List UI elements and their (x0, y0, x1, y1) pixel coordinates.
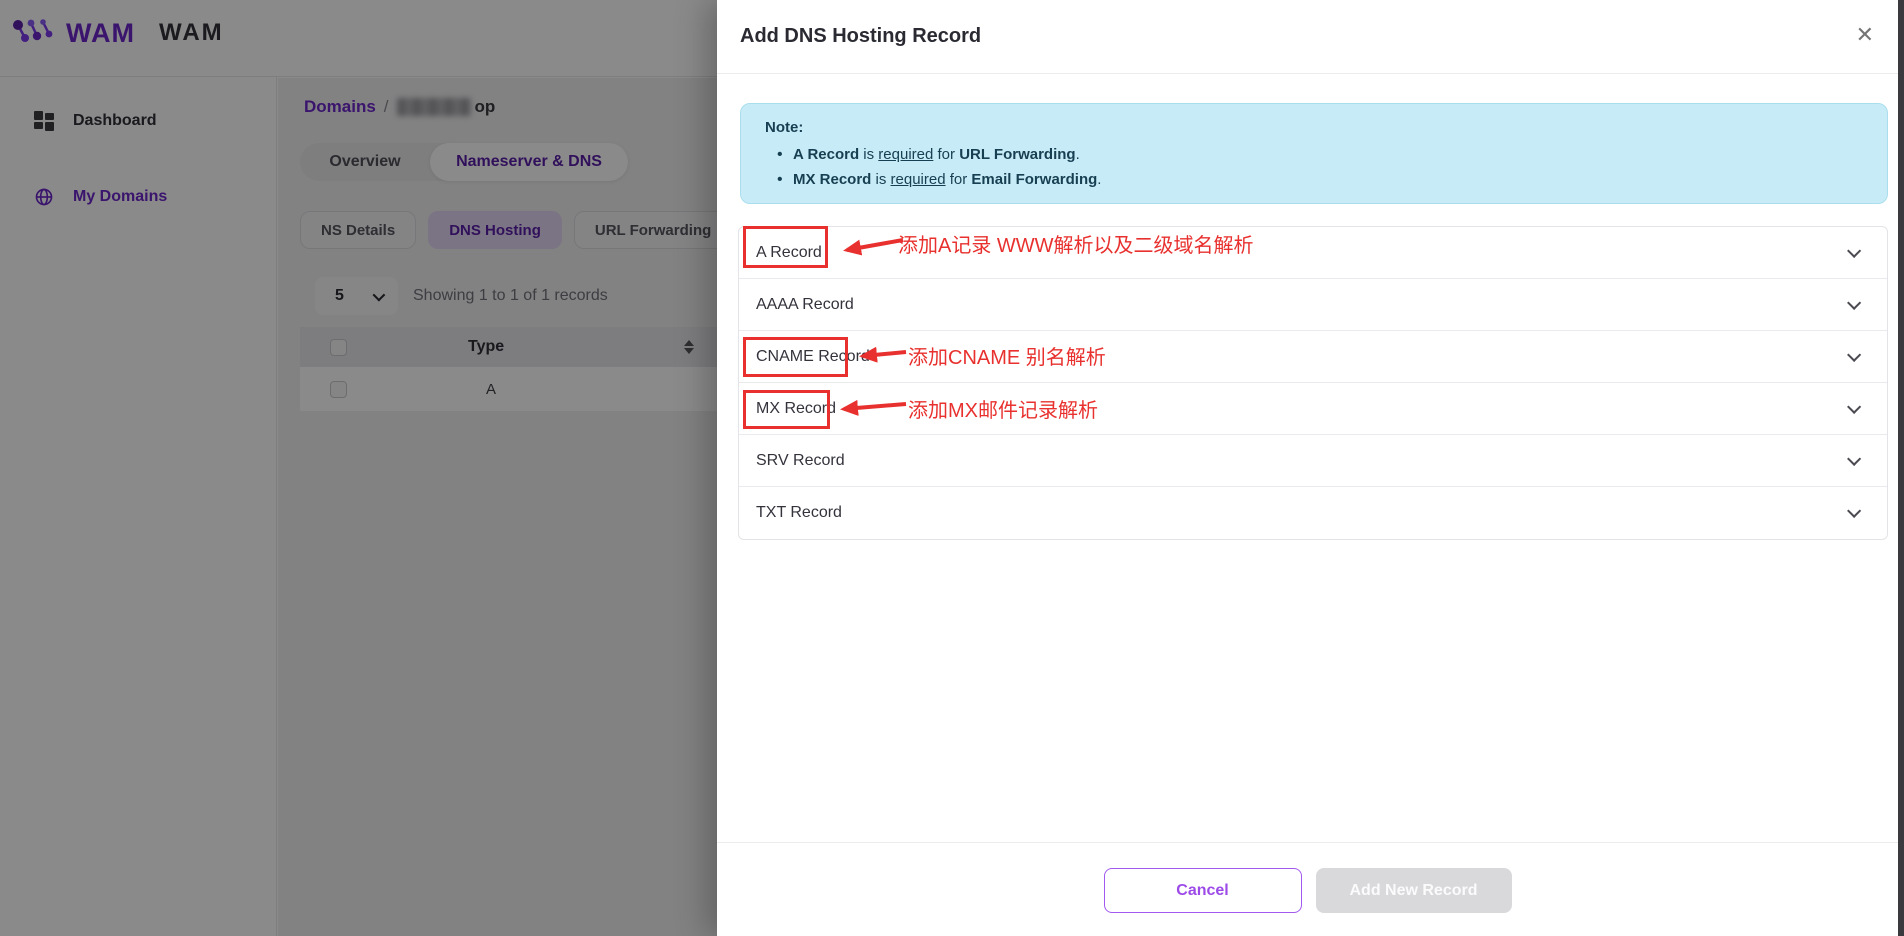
tab-nameserver-dns[interactable]: Nameserver & DNS (430, 143, 628, 181)
record-type-accordion: A Record AAAA Record CNAME Record MX Rec… (738, 226, 1888, 540)
note-text: . (1075, 146, 1080, 163)
annotation-text-mx-record: 添加MX邮件记录解析 (908, 400, 1098, 422)
add-dns-record-modal: Add DNS Hosting Record ✕ Note: A Record … (717, 0, 1904, 936)
note-bold: URL Forwarding (959, 146, 1076, 163)
scrollbar-track[interactable] (1898, 0, 1904, 936)
logo-text: WAM (66, 17, 135, 48)
chevron-down-icon (1847, 399, 1862, 414)
accordion-label: A Record (756, 243, 822, 261)
breadcrumb-separator: / (383, 97, 389, 116)
accordion-label: AAAA Record (756, 295, 854, 313)
app-title: WAM (158, 19, 224, 46)
accordion-item-txt-record[interactable]: TXT Record (739, 487, 1887, 539)
breadcrumb: Domains / op (304, 97, 495, 117)
tab-overview[interactable]: Overview (329, 153, 401, 170)
note-box: Note: A Record is required for URL Forwa… (740, 103, 1888, 204)
row-checkbox[interactable] (330, 380, 347, 398)
sidebar: Dashboard My Domains < (0, 77, 277, 936)
chevron-down-icon (1847, 295, 1862, 310)
accordion-label: SRV Record (756, 451, 845, 469)
accordion-label: TXT Record (756, 504, 842, 521)
wam-logo-icon (13, 19, 53, 42)
accordion-label: MX Record (756, 399, 837, 417)
column-header-type: Type (468, 338, 505, 355)
chevron-down-icon (1847, 503, 1862, 518)
accordion-item-mx-record[interactable]: MX Record (739, 383, 1887, 435)
chevron-down-icon (1847, 347, 1862, 362)
sidebar-item-label: My Domains (73, 188, 168, 205)
subtab-dns-hosting[interactable]: DNS Hosting (428, 211, 562, 249)
annotation-box-mx-record (743, 390, 830, 429)
cancel-button[interactable]: Cancel (1103, 868, 1302, 913)
note-bold: MX Record (793, 171, 872, 188)
accordion-item-a-record[interactable]: A Record (739, 227, 1887, 279)
note-bullet-mx-record: MX Record is required for Email Forwardi… (777, 167, 1863, 192)
note-text: is (859, 146, 879, 163)
breadcrumb-current: op (474, 97, 496, 116)
chevron-down-icon (1847, 451, 1862, 466)
accordion-item-cname-record[interactable]: CNAME Record (739, 331, 1887, 383)
records-summary: Showing 1 to 1 of 1 records (413, 287, 608, 304)
note-list: A Record is required for URL Forwarding.… (765, 142, 1863, 192)
redacted-domain-name (396, 98, 471, 116)
annotation-box-cname-record (743, 337, 848, 377)
note-underlined: required (890, 171, 946, 188)
breadcrumb-domains-link[interactable]: Domains (304, 97, 376, 116)
select-all-checkbox[interactable] (330, 338, 347, 356)
note-bullet-a-record: A Record is required for URL Forwarding. (777, 142, 1863, 167)
add-new-record-button[interactable]: Add New Record (1315, 868, 1512, 913)
brand-logo[interactable]: WAM WAM (12, 16, 224, 50)
close-icon[interactable]: ✕ (1855, 22, 1874, 47)
sort-icon[interactable] (684, 340, 694, 354)
note-text: for (933, 146, 960, 163)
footer-divider (717, 842, 1898, 843)
globe-icon (35, 188, 53, 206)
note-heading: Note: (765, 119, 804, 136)
note-text: . (1097, 171, 1102, 188)
note-bold: A Record (793, 146, 860, 163)
note-bold: Email Forwarding (971, 171, 1098, 188)
annotation-text-cname-record: 添加CNAME 别名解析 (908, 347, 1106, 369)
dns-subtabs: NS Details DNS Hosting URL Forwarding (300, 211, 733, 249)
modal-footer: Cancel Add New Record (717, 868, 1898, 913)
subtab-ns-details[interactable]: NS Details (300, 211, 417, 249)
accordion-item-aaaa-record[interactable]: AAAA Record (739, 279, 1887, 331)
accordion-label: CNAME Record (756, 347, 870, 365)
sidebar-item-my-domains[interactable]: My Domains (0, 174, 277, 220)
dashboard-icon (34, 111, 54, 131)
note-text: for (945, 171, 972, 188)
sidebar-item-dashboard[interactable]: Dashboard (0, 98, 277, 144)
modal-title: Add DNS Hosting Record (740, 25, 982, 47)
annotation-box-a-record (743, 226, 828, 268)
modal-header: Add DNS Hosting Record ✕ (717, 0, 1898, 74)
page-size-select[interactable]: 5 (315, 277, 398, 315)
page-size-value: 5 (335, 287, 344, 304)
sidebar-item-label: Dashboard (73, 112, 157, 129)
subtab-url-forwarding[interactable]: URL Forwarding (573, 211, 733, 249)
note-underlined: required (878, 146, 934, 163)
accordion-item-srv-record[interactable]: SRV Record (739, 435, 1887, 487)
chevron-down-icon (1847, 243, 1862, 258)
main-tabs: Overview Nameserver & DNS (300, 143, 628, 181)
record-type-cell: A (486, 380, 497, 398)
note-text: is (871, 171, 891, 188)
annotation-text-a-record: 添加A记录 WWW解析以及二级域名解析 (898, 235, 1254, 257)
